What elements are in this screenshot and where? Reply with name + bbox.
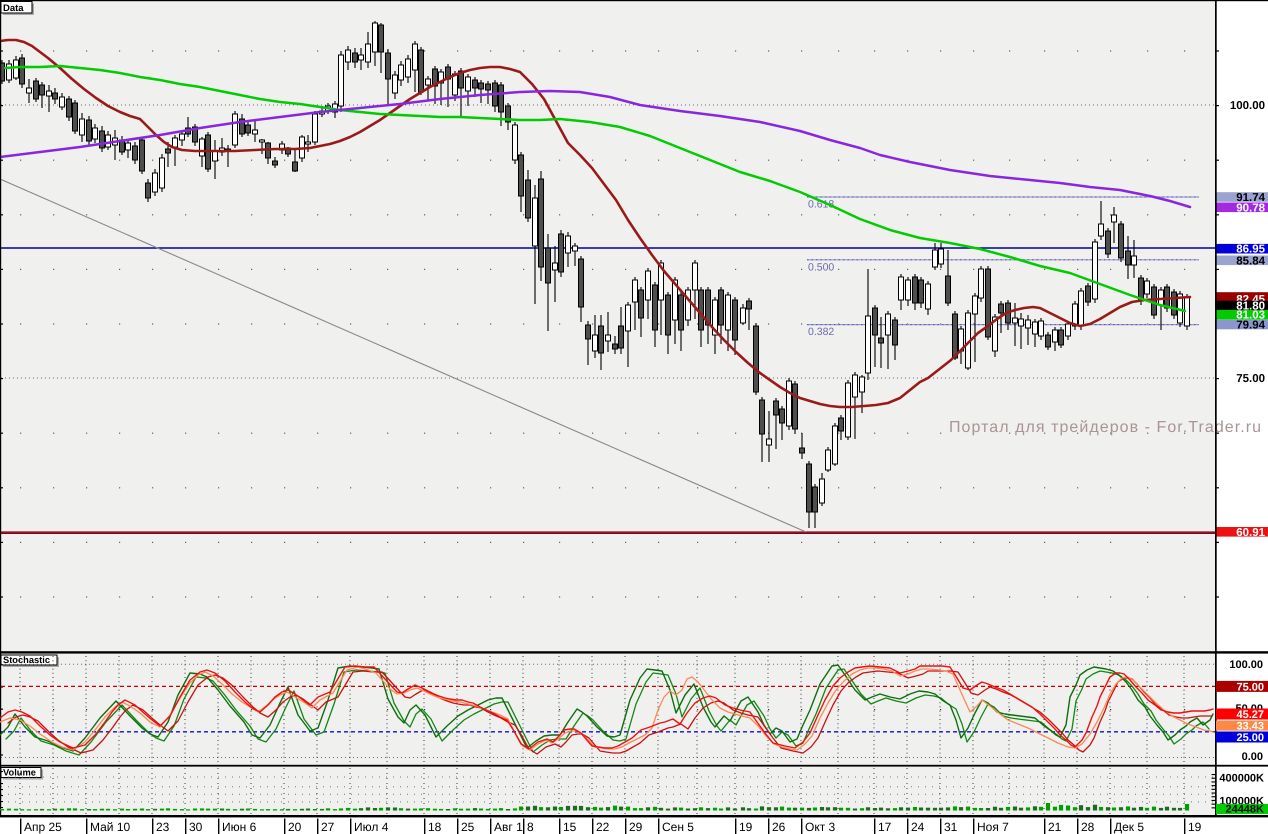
svg-text:17: 17 (878, 820, 892, 834)
svg-text:60.91: 60.91 (1236, 527, 1265, 539)
svg-text:19: 19 (1188, 820, 1202, 834)
svg-text:Дек 5: Дек 5 (1114, 820, 1144, 834)
svg-text:33.43: 33.43 (1236, 721, 1264, 733)
svg-text:Апр 25: Апр 25 (24, 820, 62, 834)
svg-text:Портал для трейдеров - For.Tra: Портал для трейдеров - For.Trader.ru (949, 419, 1262, 436)
svg-text:Volume: Volume (3, 768, 36, 778)
svg-text:75.00: 75.00 (1236, 681, 1264, 693)
svg-text:23: 23 (156, 820, 170, 834)
svg-text:0.500: 0.500 (808, 261, 834, 273)
svg-text:15: 15 (563, 820, 577, 834)
svg-text:31: 31 (944, 820, 958, 834)
svg-text:75.00: 75.00 (1236, 373, 1265, 385)
svg-text:Окт 3: Окт 3 (805, 820, 836, 834)
svg-text:22: 22 (596, 820, 610, 834)
svg-text:Июн 6: Июн 6 (222, 820, 257, 834)
svg-text:25.00: 25.00 (1236, 732, 1264, 744)
svg-text:400000K: 400000K (1219, 773, 1264, 785)
svg-text:Stochastic: Stochastic (3, 655, 50, 665)
svg-text:86.95: 86.95 (1236, 244, 1265, 256)
svg-text:81.80: 81.80 (1236, 301, 1265, 313)
svg-text:25: 25 (461, 820, 475, 834)
svg-text:28: 28 (1081, 820, 1095, 834)
svg-text:Авг 1: Авг 1 (494, 820, 523, 834)
svg-text:Сен 5: Сен 5 (662, 820, 694, 834)
svg-text:Май 10: Май 10 (90, 820, 131, 834)
svg-text:100.00: 100.00 (1230, 100, 1265, 112)
svg-text:19: 19 (739, 820, 753, 834)
svg-text:90.78: 90.78 (1236, 202, 1265, 214)
svg-text:18: 18 (428, 820, 442, 834)
svg-text:79.94: 79.94 (1236, 320, 1265, 332)
svg-text:Июл 4: Июл 4 (354, 820, 389, 834)
svg-text:24: 24 (911, 820, 925, 834)
svg-text:0.618: 0.618 (808, 199, 834, 211)
svg-text:24448K: 24448K (1225, 804, 1264, 816)
svg-text:8: 8 (527, 820, 534, 834)
svg-text:100.00: 100.00 (1229, 659, 1263, 671)
svg-text:Ноя 7: Ноя 7 (977, 820, 1009, 834)
svg-text:45.27: 45.27 (1236, 709, 1264, 721)
svg-text:Data: Data (3, 3, 24, 14)
svg-text:30: 30 (189, 820, 203, 834)
svg-text:85.84: 85.84 (1236, 255, 1265, 267)
svg-text:91.74: 91.74 (1236, 192, 1265, 204)
svg-text:0.382: 0.382 (808, 326, 834, 338)
svg-text:0.00: 0.00 (1242, 751, 1263, 763)
svg-text:26: 26 (772, 820, 786, 834)
svg-text:29: 29 (629, 820, 643, 834)
svg-text:20: 20 (288, 820, 302, 834)
svg-text:21: 21 (1048, 820, 1062, 834)
svg-text:27: 27 (321, 820, 335, 834)
svg-text:81.03: 81.03 (1236, 310, 1265, 322)
